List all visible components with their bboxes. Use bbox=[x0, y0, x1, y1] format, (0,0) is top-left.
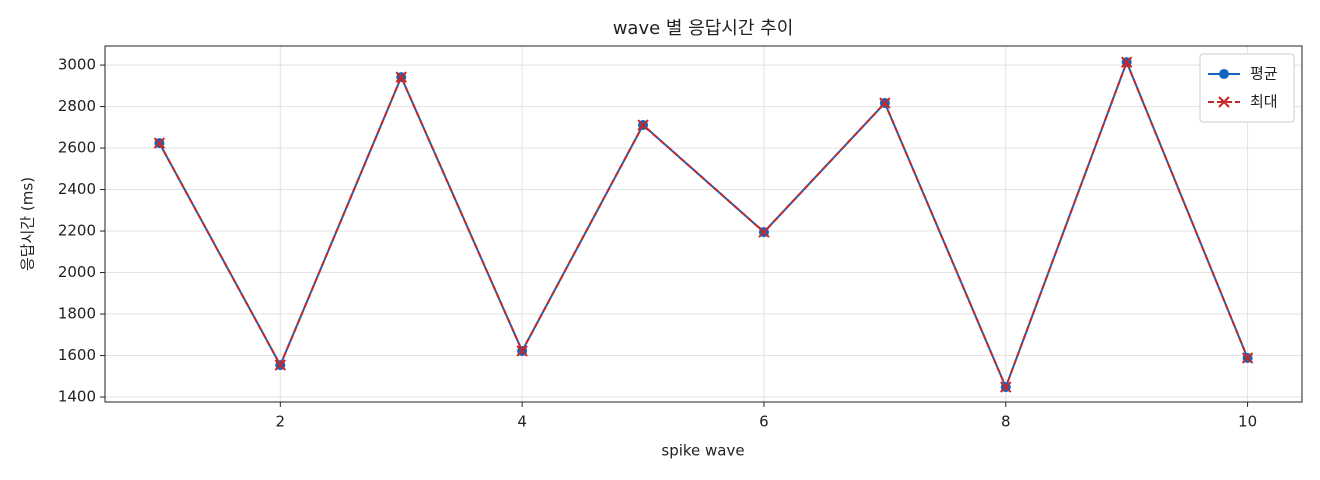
y-tick-label: 1400 bbox=[58, 388, 96, 406]
point bbox=[274, 359, 287, 371]
x-tick-label: 8 bbox=[1001, 413, 1011, 431]
point bbox=[395, 71, 407, 83]
point bbox=[1000, 381, 1012, 393]
x-tick-label: 4 bbox=[517, 413, 527, 431]
x-tick-label: 10 bbox=[1238, 413, 1257, 431]
y-tick-label: 2400 bbox=[58, 180, 96, 198]
x-tick-label: 6 bbox=[759, 413, 769, 431]
y-tick-label: 2600 bbox=[58, 139, 96, 157]
y-tick-label: 2800 bbox=[58, 97, 96, 115]
y-tick-label: 1800 bbox=[58, 305, 96, 323]
point bbox=[1120, 56, 1133, 68]
legend-marker bbox=[1219, 69, 1229, 79]
y-tick-label: 2200 bbox=[58, 222, 96, 240]
point bbox=[516, 345, 528, 357]
point bbox=[758, 226, 770, 238]
point bbox=[637, 119, 649, 131]
point bbox=[879, 97, 891, 109]
point bbox=[153, 137, 166, 149]
y-tick-label: 1600 bbox=[58, 346, 96, 364]
legend-box bbox=[1199, 53, 1295, 123]
plot-frame bbox=[104, 45, 1303, 403]
point bbox=[1241, 352, 1254, 364]
y-tick-label: 2000 bbox=[58, 263, 96, 281]
series-line bbox=[158, 59, 1249, 390]
chart-title: wave 별 응답시간 추이 bbox=[613, 18, 794, 39]
y-tick-label: 3000 bbox=[58, 56, 96, 74]
y-axis-label: 응답시간 (ms) bbox=[19, 177, 37, 271]
series-line bbox=[158, 59, 1249, 390]
x-tick-label: 2 bbox=[276, 413, 286, 431]
legend-label: 평균 bbox=[1250, 65, 1278, 83]
legend-marker bbox=[1218, 96, 1230, 108]
x-axis-label: spike wave bbox=[661, 442, 744, 460]
legend-label: 최대 bbox=[1250, 93, 1278, 111]
